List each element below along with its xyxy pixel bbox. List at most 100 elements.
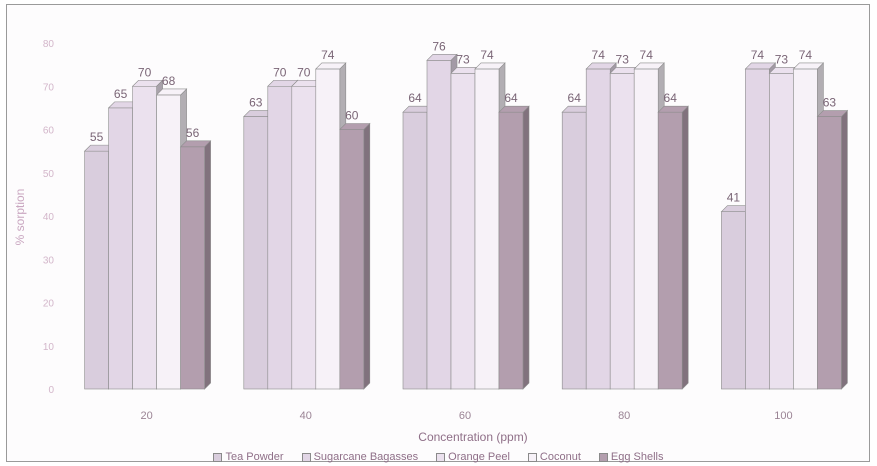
y-tick-label: 80 [43, 39, 55, 50]
bar [769, 72, 794, 390]
legend-item: Egg Shells [598, 449, 664, 465]
bar [585, 68, 611, 390]
y-tick-label: 0 [48, 385, 54, 396]
bar-top [816, 110, 849, 117]
data-label: 74 [321, 48, 335, 62]
data-label: 56 [186, 126, 200, 140]
bar [84, 150, 109, 390]
bar [267, 85, 293, 390]
bar-top [339, 123, 371, 130]
legend-label: Egg Shells [610, 451, 664, 463]
data-label: 41 [727, 191, 741, 205]
legend-swatch [527, 452, 537, 462]
legend-label: Sugarcane Bagasses [313, 451, 419, 463]
bar-top [657, 105, 689, 113]
bar [633, 68, 659, 390]
y-tick-label: 60 [43, 126, 55, 137]
y-axis-label: % sorption [13, 189, 27, 246]
bar [315, 68, 341, 390]
bar [609, 72, 635, 390]
bar [745, 68, 770, 390]
legend-label: Orange Peel [448, 451, 510, 463]
bar [402, 111, 428, 390]
legend-label: Tea Powder [225, 451, 284, 463]
bar [657, 111, 683, 390]
data-label: 70 [297, 65, 311, 79]
bar [339, 129, 365, 390]
data-label: 60 [345, 109, 359, 123]
legend-item: Sugarcane Bagasses [301, 449, 419, 465]
x-tick-label: 100 [774, 410, 792, 422]
data-label: 64 [408, 91, 422, 105]
data-label: 70 [273, 65, 287, 79]
data-label: 76 [432, 39, 446, 53]
data-label: 63 [249, 96, 263, 110]
bar [291, 85, 317, 390]
data-label: 63 [823, 96, 837, 110]
data-label: 64 [504, 91, 518, 105]
y-tick-label: 10 [43, 342, 55, 353]
data-label: 74 [592, 48, 606, 62]
data-label: 55 [90, 130, 104, 144]
x-axis-ticks: 20 40 60 80 100 [140, 410, 792, 422]
bar-top [474, 62, 506, 70]
legend-swatch [598, 452, 608, 462]
bar-chart: 0 10 20 30 40 50 60 70 80 55 65 70 68 56 63 70 70 74 60 64… [13, 39, 849, 444]
bar-side [841, 109, 848, 390]
x-tick-label: 40 [300, 410, 312, 422]
legend-item: Orange Peel [436, 449, 510, 465]
data-label: 74 [480, 48, 494, 62]
data-label: 68 [162, 74, 176, 88]
bar-top [744, 62, 777, 70]
data-label: 64 [568, 91, 582, 105]
legend-swatch [436, 452, 446, 462]
legend-item: Tea Powder [213, 449, 284, 465]
bar-top [498, 105, 530, 113]
bar-top [131, 79, 164, 87]
data-label: 74 [799, 48, 813, 62]
bar [793, 68, 818, 390]
legend-swatch [301, 452, 311, 462]
bar-side [681, 105, 689, 390]
bar [426, 59, 452, 390]
bar [243, 116, 269, 390]
legend: Tea Powder Sugarcane Bagasses Orange Peel C… [0, 449, 877, 465]
data-label: 73 [456, 52, 470, 66]
data-label: 73 [616, 52, 630, 66]
bar-top [633, 62, 665, 70]
data-label: 65 [114, 87, 128, 101]
bar [450, 72, 476, 390]
data-label: 74 [751, 48, 765, 62]
bar [180, 146, 205, 390]
x-tick-label: 20 [140, 410, 152, 422]
bar [817, 116, 842, 390]
y-tick-label: 70 [43, 82, 55, 93]
data-label: 70 [138, 65, 152, 79]
x-tick-label: 60 [459, 410, 471, 422]
legend-swatch [213, 452, 223, 462]
y-tick-label: 20 [43, 299, 55, 310]
chart-frame: 0 10 20 30 40 50 60 70 80 55 65 70 68 56 63 70 70 74 60 64… [6, 4, 870, 462]
data-label: 74 [640, 48, 654, 62]
bar-series: 55 65 70 68 56 63 70 70 74 60 64 76 73 74 64 64 74 73 74 64… [83, 39, 849, 390]
bar [721, 211, 746, 390]
bar [108, 107, 133, 390]
bar-top [426, 53, 458, 61]
y-tick-label: 40 [43, 212, 55, 223]
bar-top [792, 62, 825, 70]
bar [474, 68, 500, 390]
bar-top [315, 62, 347, 70]
bar-top [179, 140, 212, 148]
bar-side [522, 105, 530, 390]
data-label: 64 [664, 91, 678, 105]
y-axis-ticks: 0 10 20 30 40 50 60 70 80 [43, 39, 55, 396]
bar-top [155, 88, 188, 96]
bar-top [585, 62, 617, 70]
bar-side [204, 140, 211, 390]
legend-item: Coconut [527, 449, 581, 465]
x-axis-label: Concentration (ppm) [418, 430, 527, 444]
bar [498, 111, 524, 390]
x-tick-label: 80 [618, 410, 630, 422]
bar [132, 85, 157, 390]
legend-label: Coconut [539, 451, 581, 463]
